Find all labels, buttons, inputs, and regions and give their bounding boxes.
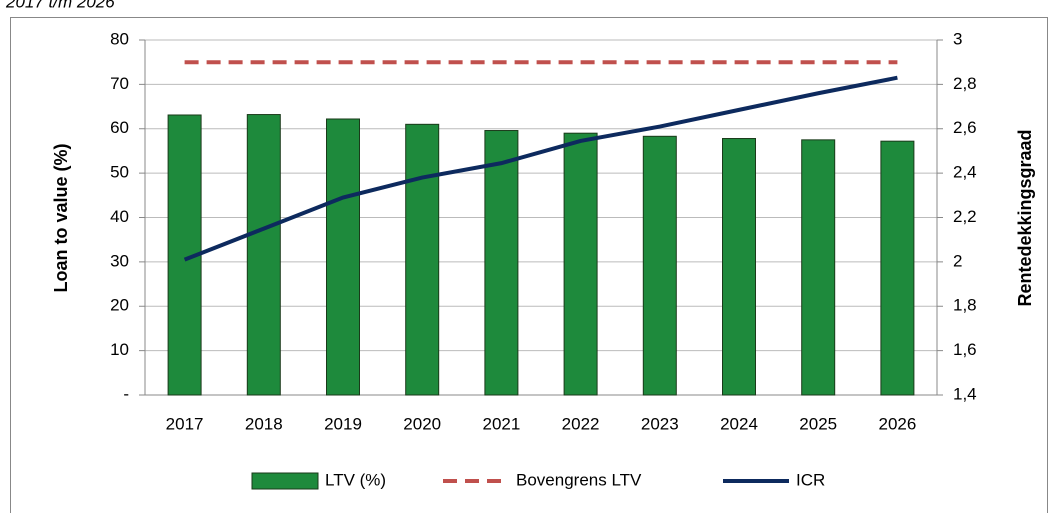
legend-label: ICR xyxy=(796,470,825,489)
x-tick-label: 2020 xyxy=(403,414,441,433)
y2-tick-label: 2,4 xyxy=(953,163,977,182)
y2-tick-label: 3 xyxy=(953,29,962,48)
y2-tick-label: 2,2 xyxy=(953,207,977,226)
bar xyxy=(326,118,360,396)
y2-tick-label: 1,8 xyxy=(953,296,977,315)
x-tick-label: 2023 xyxy=(641,414,679,433)
y-tick-label: 10 xyxy=(110,340,129,359)
y-tick-label: 80 xyxy=(110,29,129,48)
legend-label: Bovengrens LTV xyxy=(516,470,642,489)
bar xyxy=(722,138,756,396)
y2-tick-label: 1,4 xyxy=(953,384,977,403)
x-tick-label: 2018 xyxy=(245,414,283,433)
y2-tick-label: 1,6 xyxy=(953,340,977,359)
bar xyxy=(405,123,440,396)
x-tick-label: 2026 xyxy=(878,414,916,433)
x-tick-label: 2019 xyxy=(324,414,362,433)
x-tick-label: 2025 xyxy=(799,414,837,433)
y2-axis-label: Rentedekkingsgraad xyxy=(1015,129,1035,306)
chart-subtitle: 2017 t/m 2026 xyxy=(5,0,115,11)
bar xyxy=(246,114,281,396)
x-tick-label: 2017 xyxy=(166,414,204,433)
y-tick-label: 20 xyxy=(110,296,129,315)
legend-swatch xyxy=(251,472,319,490)
bar xyxy=(484,130,519,396)
legend-label: LTV (%) xyxy=(325,470,386,489)
bar xyxy=(642,135,677,396)
y-tick-label: - xyxy=(123,384,129,403)
bar xyxy=(801,139,836,396)
x-tick-label: 2022 xyxy=(562,414,600,433)
bar xyxy=(563,132,598,396)
bar xyxy=(880,140,915,396)
y-tick-label: 50 xyxy=(110,163,129,182)
y-axis-label: Loan to value (%) xyxy=(51,143,71,292)
x-tick-label: 2024 xyxy=(720,414,758,433)
y-tick-label: 60 xyxy=(110,118,129,137)
y-tick-label: 70 xyxy=(110,74,129,93)
y-tick-label: 30 xyxy=(110,251,129,270)
y2-tick-label: 2 xyxy=(953,251,962,270)
y-tick-label: 40 xyxy=(110,207,129,226)
line xyxy=(183,75,898,262)
y2-tick-label: 2,8 xyxy=(953,74,977,93)
x-tick-label: 2021 xyxy=(482,414,520,433)
y2-tick-label: 2,6 xyxy=(953,118,977,137)
chart-frame xyxy=(10,17,1048,513)
